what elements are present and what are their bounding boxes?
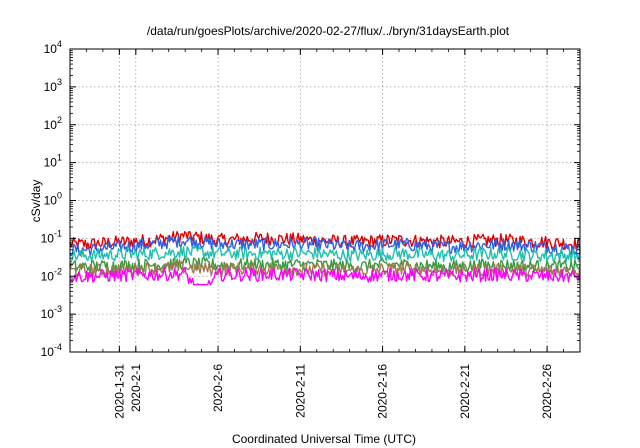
y-tick-label: 100	[44, 191, 62, 208]
x-tick-label: 2020-2-16	[376, 364, 390, 419]
y-tick-label: 10-1	[41, 228, 62, 245]
axis-ticks	[69, 48, 581, 353]
y-axis-label: cSv/day	[29, 180, 43, 223]
y-tick-label: 101	[44, 153, 62, 170]
series-lines	[69, 231, 581, 286]
y-tick-labels: 10-4 10-3 10-2 10-1 100 101 102 103 104	[41, 39, 62, 359]
series-line	[69, 266, 581, 286]
series-line	[69, 246, 581, 263]
x-tick-label: 2020-2-11	[293, 364, 307, 418]
x-tick-label: 2020-2-26	[540, 364, 554, 419]
x-tick-label: 2020-1-31	[112, 364, 126, 419]
y-tick-label: 103	[44, 77, 62, 94]
x-tick-label: 2020-2-1	[129, 364, 143, 412]
x-tick-labels: 2020-1-31 2020-2-1 2020-2-6 2020-2-11 2020-2…	[112, 364, 554, 419]
y-tick-label: 102	[44, 115, 62, 132]
chart-title: /data/run/goesPlots/archive/2020-02-27/f…	[147, 24, 510, 38]
x-tick-label: 2020-2-21	[458, 364, 472, 419]
y-tick-label: 10-3	[41, 304, 62, 321]
x-axis-label: Coordinated Universal Time (UTC)	[232, 432, 416, 446]
grid-lines	[70, 49, 580, 352]
y-tick-label: 10-2	[41, 266, 62, 283]
y-tick-label: 10-4	[41, 342, 62, 359]
y-tick-label: 104	[44, 39, 62, 56]
series-line	[69, 234, 581, 257]
x-tick-label: 2020-2-6	[211, 364, 225, 412]
